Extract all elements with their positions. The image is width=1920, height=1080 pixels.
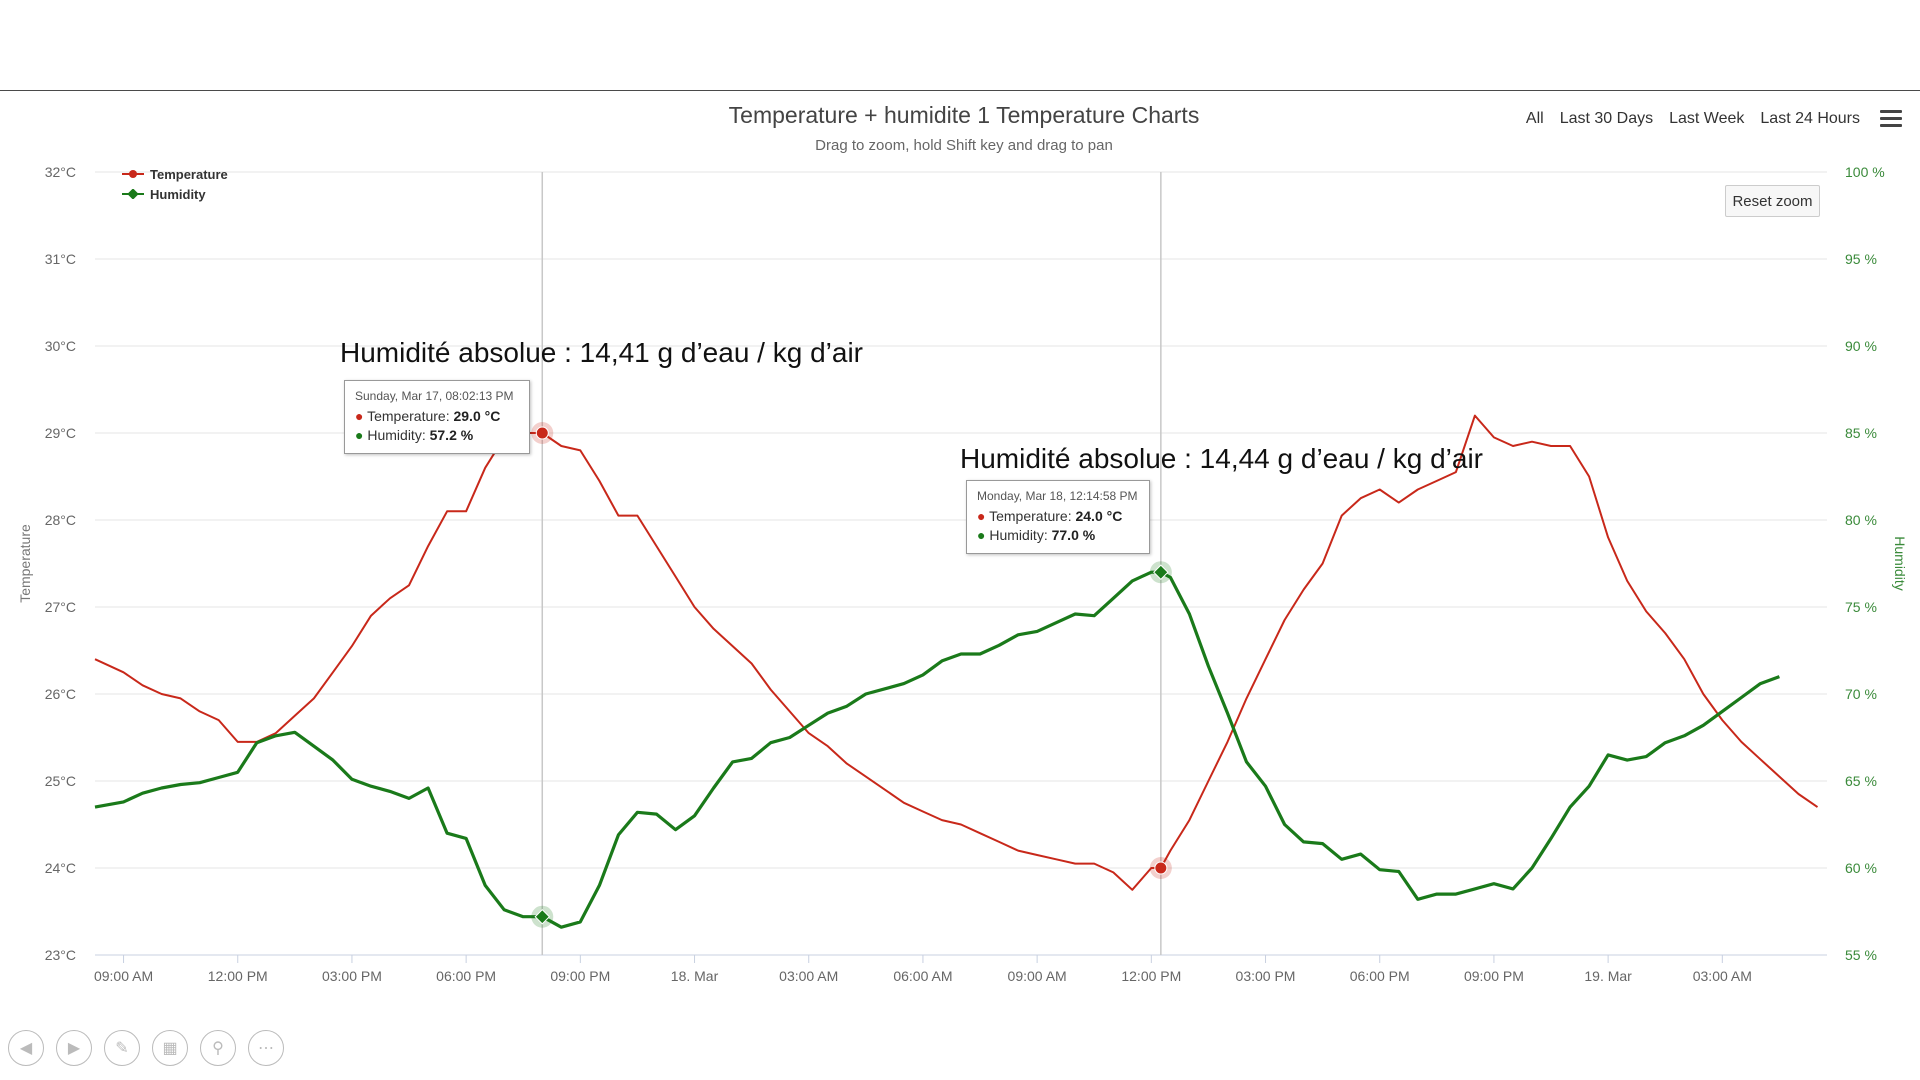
x-tick-label: 09:00 AM xyxy=(1008,968,1067,984)
tooltip-humidity-row: ● Humidity: 77.0 % xyxy=(977,527,1096,543)
humidity-highlight-point[interactable] xyxy=(534,908,551,925)
x-tick-label: 03:00 AM xyxy=(1693,968,1752,984)
humidity-legend-icon xyxy=(122,189,144,199)
y-right-tick-label: 60 % xyxy=(1845,860,1877,876)
tooltip-hum-label: Humidity: xyxy=(367,427,426,443)
range-24-hours-button[interactable]: Last 24 Hours xyxy=(1760,110,1860,127)
x-tick-label: 18. Mar xyxy=(671,968,719,984)
temperature-legend-icon xyxy=(122,170,144,178)
y-right-tick-label: 95 % xyxy=(1845,251,1877,267)
y-right-tick-label: 100 % xyxy=(1845,164,1885,180)
hamburger-menu-icon[interactable] xyxy=(1880,110,1902,128)
x-tick-label: 06:00 PM xyxy=(436,968,496,984)
y-right-tick-label: 85 % xyxy=(1845,425,1877,441)
temperature-highlight-point[interactable] xyxy=(535,426,549,440)
tooltip-temperature-row: ● Temperature: 24.0 °C xyxy=(977,508,1123,524)
chart-subtitle: Drag to zoom, hold Shift key and drag to… xyxy=(815,137,1113,154)
x-tick-label: 09:00 PM xyxy=(1464,968,1524,984)
x-tick-label: 03:00 AM xyxy=(779,968,838,984)
x-tick-label: 12:00 PM xyxy=(208,968,268,984)
tooltip-mar17: Sunday, Mar 17, 08:02:13 PM ● Temperatur… xyxy=(344,380,530,454)
y-right-tick-label: 80 % xyxy=(1845,512,1877,528)
tooltip-hum-value: 77.0 % xyxy=(1051,527,1096,543)
presentation-nav-bar: ◀ ▶ ✎ ▦ ⚲ ⋯ xyxy=(8,1030,284,1066)
humidity-series-line xyxy=(94,570,1780,929)
x-tick-label: 09:00 AM xyxy=(94,968,153,984)
y-left-tick-label: 28°C xyxy=(45,512,76,528)
y-right-tick-label: 65 % xyxy=(1845,773,1877,789)
x-tick-label: 19. Mar xyxy=(1584,968,1632,984)
tooltip-temp-value: 24.0 °C xyxy=(1075,508,1123,524)
y-right-tick-label: 90 % xyxy=(1845,338,1877,354)
absolute-humidity-annotation-left: Humidité absolue : 14,41 g d’eau / kg d’… xyxy=(340,337,863,368)
reset-zoom-button[interactable]: Reset zoom xyxy=(1725,185,1820,217)
absolute-humidity-annotation-right: Humidité absolue : 14,44 g d’eau / kg d’… xyxy=(960,443,1483,474)
tooltip-hum-label: Humidity: xyxy=(989,527,1048,543)
x-tick-label: 12:00 PM xyxy=(1121,968,1181,984)
y-left-tick-label: 26°C xyxy=(45,686,76,702)
y-right-tick-label: 55 % xyxy=(1845,947,1877,963)
y-left-tick-label: 25°C xyxy=(45,773,76,789)
top-divider xyxy=(0,90,1920,91)
tooltip-hum-value: 57.2 % xyxy=(429,427,474,443)
x-tick-label: 03:00 PM xyxy=(322,968,382,984)
legend-item-temperature[interactable]: Temperature xyxy=(122,164,228,184)
y-left-tick-label: 32°C xyxy=(45,164,76,180)
pen-icon[interactable]: ✎ xyxy=(104,1030,140,1066)
slides-grid-icon[interactable]: ▦ xyxy=(152,1030,188,1066)
tooltip-temperature-row: ● Temperature: 29.0 °C xyxy=(355,408,501,424)
legend-label-humidity: Humidity xyxy=(150,186,206,202)
x-tick-label: 06:00 PM xyxy=(1350,968,1410,984)
y-left-tick-label: 30°C xyxy=(45,338,76,354)
temperature-series-line xyxy=(94,414,1819,891)
range-selector: All Last 30 Days Last Week Last 24 Hours xyxy=(1526,110,1860,128)
x-tick-label: 03:00 PM xyxy=(1236,968,1296,984)
tooltip-temp-label: Temperature: xyxy=(989,508,1072,524)
temperature-highlight-point[interactable] xyxy=(1154,861,1168,875)
tooltip-humidity-row: ● Humidity: 57.2 % xyxy=(355,427,474,443)
range-all-button[interactable]: All xyxy=(1525,110,1544,127)
y-left-tick-label: 23°C xyxy=(45,947,76,963)
more-options-icon[interactable]: ⋯ xyxy=(248,1030,284,1066)
tooltip-temp-label: Temperature: xyxy=(367,408,450,424)
y-right-tick-label: 75 % xyxy=(1845,599,1877,615)
chart-legend: Temperature Humidity xyxy=(122,164,228,204)
y-left-tick-label: 27°C xyxy=(45,599,76,615)
x-tick-label: 06:00 AM xyxy=(893,968,952,984)
range-last-week-button[interactable]: Last Week xyxy=(1669,110,1745,127)
tooltip-date: Monday, Mar 18, 12:14:58 PM xyxy=(977,489,1138,503)
tooltip-temp-value: 29.0 °C xyxy=(453,408,501,424)
y-left-tick-label: 24°C xyxy=(45,860,76,876)
chart-title: Temperature + humidite 1 Temperature Cha… xyxy=(729,102,1200,128)
range-30-days-button[interactable]: Last 30 Days xyxy=(1559,110,1654,127)
y-left-tick-label: 31°C xyxy=(45,251,76,267)
x-tick-label: 09:00 PM xyxy=(550,968,610,984)
legend-label-temperature: Temperature xyxy=(150,166,228,182)
y-right-tick-label: 70 % xyxy=(1845,686,1877,702)
zoom-icon[interactable]: ⚲ xyxy=(200,1030,236,1066)
tooltip-date: Sunday, Mar 17, 08:02:13 PM xyxy=(355,389,514,403)
tooltip-mar18: Monday, Mar 18, 12:14:58 PM ● Temperatur… xyxy=(966,480,1150,554)
humidity-highlight-point[interactable] xyxy=(1153,564,1169,580)
y-right-axis-title: Humidity xyxy=(1892,536,1908,590)
prev-slide-icon[interactable]: ◀ xyxy=(8,1030,44,1066)
next-slide-icon[interactable]: ▶ xyxy=(56,1030,92,1066)
legend-item-humidity[interactable]: Humidity xyxy=(122,184,228,204)
y-left-axis-title: Temperature xyxy=(17,524,33,603)
y-left-tick-label: 29°C xyxy=(45,425,76,441)
